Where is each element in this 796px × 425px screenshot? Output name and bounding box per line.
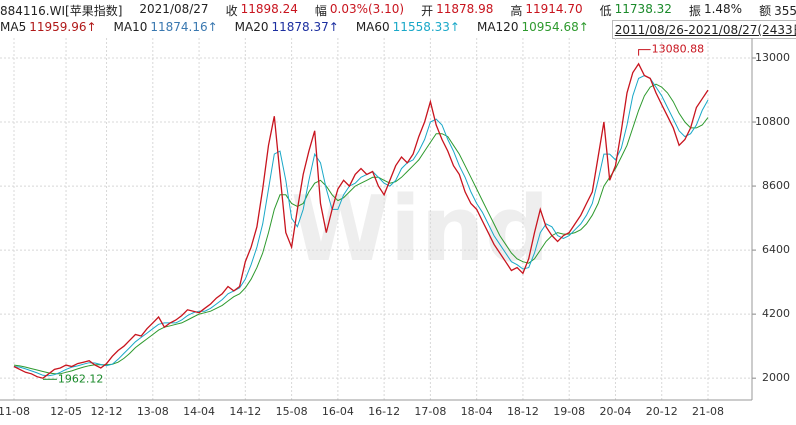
ma-line	[13, 74, 709, 377]
quote-value: 11898.24	[240, 2, 298, 16]
x-tick-label: 14-12	[229, 405, 261, 418]
quote-value: 1.48%	[703, 2, 743, 16]
annotation-label: 13080.88	[652, 43, 705, 56]
legend-name: MA20	[234, 20, 269, 34]
x-tick-label: 21-08	[692, 405, 724, 418]
instrument: 884116.WI[苹果指数]	[0, 4, 123, 18]
x-tick-label: 11-08	[0, 405, 30, 418]
y-tick-label: 13000	[755, 51, 790, 64]
legend-value: 11558.33↑	[392, 20, 460, 34]
x-tick-label: 17-08	[414, 405, 446, 418]
legend-name: MA5	[0, 20, 27, 34]
x-tick-label: 18-04	[461, 405, 493, 418]
legend-name: MA120	[476, 20, 519, 34]
x-tick-label: 12-05	[50, 405, 82, 418]
y-tick-label: 8600	[762, 179, 790, 192]
x-tick-label: 18-12	[507, 405, 539, 418]
quote-label: 收	[225, 4, 238, 18]
x-tick-label: 16-12	[368, 405, 400, 418]
x-tick-label: 15-08	[276, 405, 308, 418]
x-tick-label: 19-08	[553, 405, 585, 418]
x-tick-label: 20-04	[599, 405, 631, 418]
ma-line	[13, 83, 709, 375]
quote-date: 2021/08/27	[139, 2, 209, 16]
legend-value: 10954.68↑	[521, 20, 589, 34]
x-tick-label: 14-04	[183, 405, 215, 418]
x-tick-label: 12-12	[91, 405, 123, 418]
annotation-leader	[638, 49, 651, 56]
annotation-label: 1962.12	[58, 372, 104, 385]
quote-value: 0.03%(3.10)	[329, 2, 405, 16]
quote-value: 355.79亿	[774, 4, 796, 18]
x-tick-label: 20-12	[646, 405, 678, 418]
legend-name: MA10	[113, 20, 148, 34]
quote-label: 开	[421, 4, 434, 18]
y-tick-label: 10800	[755, 115, 790, 128]
quote-value: 11738.32	[614, 2, 672, 16]
quote-value: 11878.98	[436, 2, 494, 16]
y-tick-label: 4200	[762, 307, 790, 320]
quote-label: 幅	[314, 4, 327, 18]
legend-value: 11878.37↑	[271, 20, 339, 34]
quote-row: 884116.WI[苹果指数] 2021/08/27 收 11898.24 幅 0.03%…	[0, 2, 796, 19]
legend-name: MA60	[355, 20, 390, 34]
legend-value: 11874.16↑	[150, 20, 218, 34]
quote-label: 低	[599, 4, 612, 18]
x-tick-label: 13-08	[137, 405, 169, 418]
price-line	[13, 62, 709, 379]
ma-legend-row: MA5 11959.96↑ MA10 11874.16↑ MA20 11878.37↑ MA…	[0, 20, 796, 39]
quote-label: 振	[688, 4, 701, 18]
quote-label: 额	[759, 4, 772, 18]
legend-value: 11959.96↑	[29, 20, 97, 34]
quote-value: 11914.70	[525, 2, 583, 16]
y-tick-label: 6400	[762, 243, 790, 256]
quote-label: 高	[510, 4, 523, 18]
date-range: 2011/08/26-2021/08/27(2433日)	[611, 20, 796, 39]
watermark: Wind	[291, 177, 550, 282]
y-tick-label: 2000	[762, 371, 790, 384]
x-tick-label: 16-04	[322, 405, 354, 418]
